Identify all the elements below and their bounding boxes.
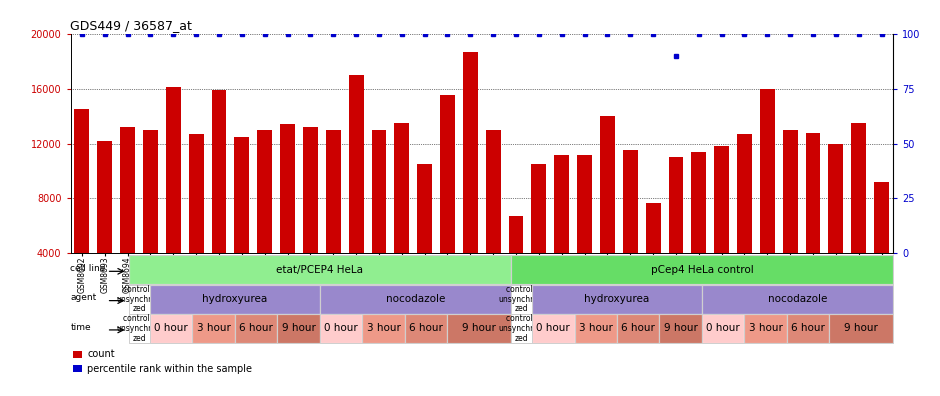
Text: 9 hour: 9 hour (844, 324, 878, 333)
Text: 0 hour: 0 hour (154, 324, 188, 333)
Text: 6 hour: 6 hour (239, 324, 274, 333)
Bar (189, 134, 204, 308)
Text: 6 hour: 6 hour (409, 324, 443, 333)
Text: hydroxyurea: hydroxyurea (202, 294, 268, 304)
Bar (462, 51, 478, 308)
Bar (486, 130, 501, 308)
Bar (828, 143, 843, 308)
Text: 9 hour: 9 hour (462, 324, 496, 333)
Text: 3 hour: 3 hour (196, 324, 230, 333)
Bar (692, 152, 706, 308)
Text: agent: agent (70, 293, 97, 302)
Text: 6 hour: 6 hour (621, 324, 655, 333)
Bar (555, 154, 569, 308)
Bar (73, 351, 83, 358)
Bar (531, 164, 546, 308)
Text: 9 hour: 9 hour (282, 324, 316, 333)
Text: 3 hour: 3 hour (748, 324, 783, 333)
Bar (852, 123, 866, 308)
Bar (509, 216, 524, 308)
Bar (760, 89, 775, 308)
Text: control -
unsynchroni
zed: control - unsynchroni zed (116, 314, 163, 343)
Bar (668, 157, 683, 308)
Bar (73, 365, 83, 373)
Bar (783, 130, 798, 308)
Text: 3 hour: 3 hour (579, 324, 613, 333)
Text: time: time (70, 322, 91, 331)
Bar (143, 130, 158, 308)
Bar (326, 130, 340, 308)
Bar (646, 203, 661, 308)
Bar (349, 75, 364, 308)
Text: count: count (87, 349, 115, 359)
Text: 0 hour: 0 hour (324, 324, 358, 333)
Bar (98, 141, 112, 308)
Text: 0 hour: 0 hour (706, 324, 740, 333)
Text: GDS449 / 36587_at: GDS449 / 36587_at (70, 19, 193, 32)
Bar (737, 134, 752, 308)
Bar (577, 154, 592, 308)
Bar (258, 130, 272, 308)
Bar (600, 116, 615, 308)
Text: nocodazole: nocodazole (385, 294, 445, 304)
Text: pCep4 HeLa control: pCep4 HeLa control (650, 265, 753, 275)
Text: etat/PCEP4 HeLa: etat/PCEP4 HeLa (276, 265, 364, 275)
Bar (440, 95, 455, 308)
Bar (623, 150, 637, 308)
Text: control -
unsynchroni
zed: control - unsynchroni zed (498, 314, 545, 343)
Bar (806, 133, 821, 308)
Text: nocodazole: nocodazole (768, 294, 827, 304)
Text: 0 hour: 0 hour (537, 324, 571, 333)
Text: percentile rank within the sample: percentile rank within the sample (87, 364, 252, 373)
Bar (280, 124, 295, 308)
Bar (234, 137, 249, 308)
Bar (303, 127, 318, 308)
Bar (371, 130, 386, 308)
Text: hydroxyurea: hydroxyurea (585, 294, 650, 304)
Bar (714, 146, 729, 308)
Bar (212, 90, 227, 308)
Bar (120, 127, 135, 308)
Bar (74, 109, 89, 308)
Text: 9 hour: 9 hour (664, 324, 697, 333)
Bar (395, 123, 409, 308)
Text: 6 hour: 6 hour (791, 324, 825, 333)
Text: cell line: cell line (70, 264, 106, 273)
Bar (417, 164, 432, 308)
Text: control -
unsynchroni
zed: control - unsynchroni zed (116, 285, 163, 313)
Text: control -
unsynchroni
zed: control - unsynchroni zed (498, 285, 545, 313)
Bar (874, 182, 889, 308)
Text: 3 hour: 3 hour (367, 324, 400, 333)
Bar (165, 87, 180, 308)
